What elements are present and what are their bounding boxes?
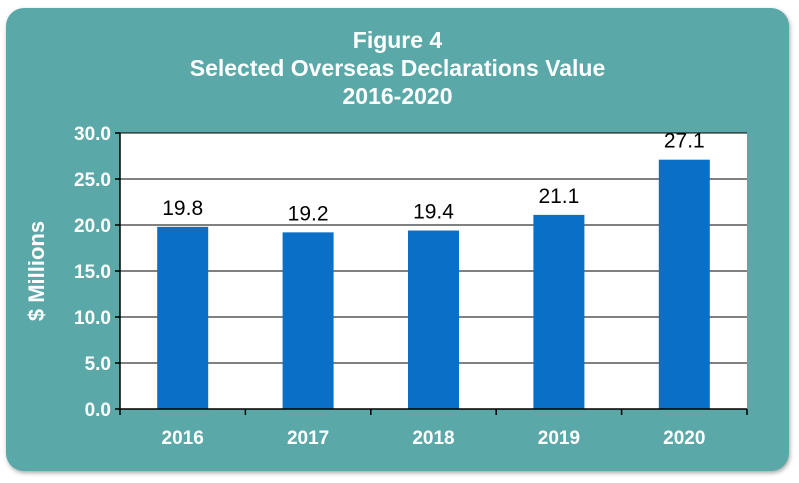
x-tick-label-2019: 2019: [538, 428, 580, 449]
y-tick-label: 30.0: [74, 124, 111, 145]
y-tick-label: 10.0: [74, 308, 111, 329]
y-tick-label: 0.0: [85, 400, 111, 421]
y-tick-label: 25.0: [74, 170, 111, 191]
data-label-2020: 27.1: [664, 130, 705, 153]
chart-title: Figure 4 Selected Overseas Declarations …: [6, 26, 789, 110]
data-label-2018: 19.4: [413, 201, 454, 224]
chart-title-line-1: Figure 4: [352, 27, 443, 53]
chart-title-line-2: Selected Overseas Declarations Value: [189, 55, 606, 81]
y-tick-label: 20.0: [74, 216, 111, 237]
x-tick-label-2020: 2020: [663, 428, 705, 449]
x-tick-label-2017: 2017: [287, 428, 329, 449]
x-tick-label-2018: 2018: [412, 428, 454, 449]
y-tick-label: 5.0: [85, 354, 111, 375]
x-tick-label-2016: 2016: [162, 428, 204, 449]
data-label-2016: 19.8: [162, 197, 203, 220]
data-label-2017: 19.2: [288, 202, 329, 225]
bar-2017: [282, 232, 334, 409]
bar-2018: [408, 230, 459, 409]
y-axis-label: $ Millions: [24, 221, 49, 321]
chart-title-line-3: 2016-2020: [342, 83, 453, 109]
bar-2019: [533, 214, 585, 409]
bar-2020: [658, 159, 710, 409]
bar-2016: [157, 226, 209, 409]
data-label-2019: 21.1: [538, 185, 579, 208]
y-tick-label: 15.0: [74, 262, 111, 283]
